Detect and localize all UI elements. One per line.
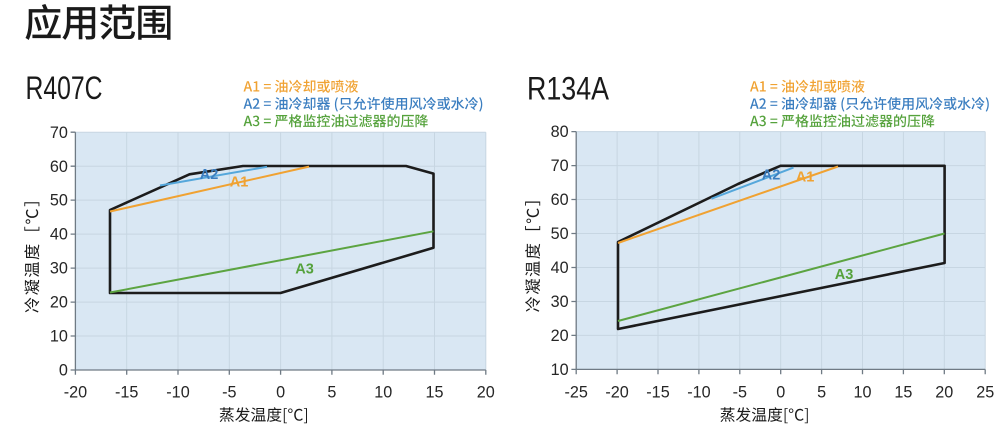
svg-text:A3: A3 [295,262,314,278]
svg-text:30: 30 [551,293,569,311]
svg-text:20: 20 [935,384,953,402]
svg-text:50: 50 [551,225,569,243]
svg-text:70: 70 [50,124,68,142]
svg-text:R134A: R134A [527,70,609,107]
svg-text:A1: A1 [230,175,249,191]
svg-text:25: 25 [976,384,994,402]
svg-text:60: 60 [50,158,68,176]
svg-text:10: 10 [551,361,569,379]
svg-text:10: 10 [50,328,68,346]
svg-text:20: 20 [477,384,495,402]
svg-text:A3: A3 [835,267,854,283]
svg-text:R407C: R407C [26,69,103,106]
svg-text:40: 40 [50,226,68,244]
svg-text:20: 20 [50,294,68,312]
svg-text:-5: -5 [222,384,236,402]
svg-text:-20: -20 [605,384,628,402]
svg-text:15: 15 [425,384,443,402]
svg-text:20: 20 [551,327,569,345]
svg-text:A2: A2 [200,167,219,183]
svg-text:-15: -15 [646,384,669,402]
svg-text:50: 50 [50,192,68,210]
svg-text:-15: -15 [115,384,138,402]
svg-text:5: 5 [817,384,826,402]
svg-text:30: 30 [50,260,68,278]
svg-text:A1: A1 [796,170,815,186]
svg-text:70: 70 [551,157,569,175]
svg-text:-5: -5 [733,384,747,402]
svg-text:10: 10 [853,384,871,402]
svg-text:0: 0 [276,384,285,402]
svg-text:60: 60 [551,191,569,209]
svg-text:-10: -10 [687,384,710,402]
svg-text:A2: A2 [762,168,781,184]
svg-text:40: 40 [551,259,569,277]
svg-text:-20: -20 [64,384,87,402]
svg-text:80: 80 [551,123,569,141]
svg-text:-25: -25 [564,384,587,402]
svg-text:10: 10 [374,384,392,402]
svg-text:5: 5 [327,384,336,402]
svg-text:-10: -10 [166,384,189,402]
svg-text:0: 0 [59,362,68,380]
svg-text:15: 15 [894,384,912,402]
svg-text:0: 0 [776,384,785,402]
